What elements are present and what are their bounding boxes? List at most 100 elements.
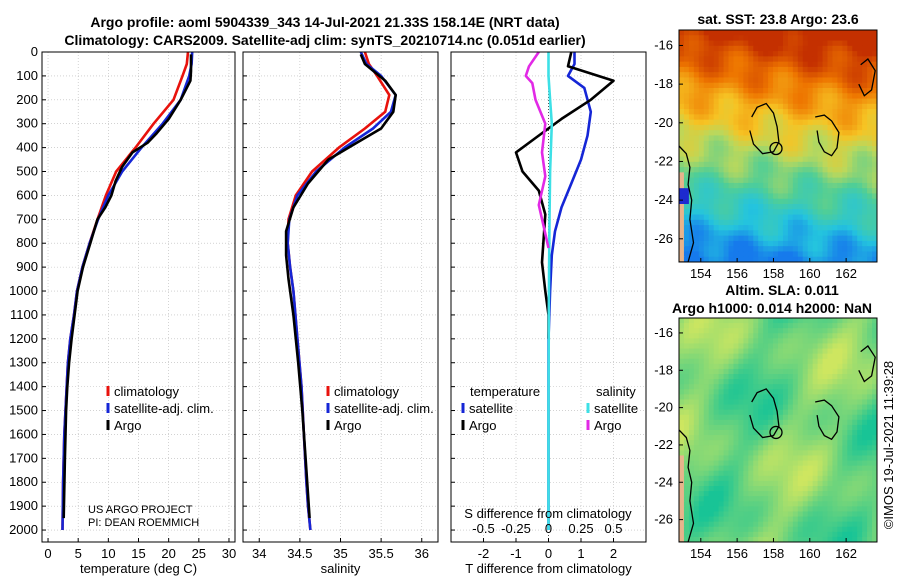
sst-map-cell: [683, 35, 690, 42]
sla-map-cell: [842, 419, 848, 426]
sst-map-cell: [733, 161, 739, 168]
sst-map-cell: [872, 193, 877, 200]
sla-map-cell: [797, 531, 804, 538]
sst-map-cell: [827, 161, 834, 168]
sst-map-cell: [708, 235, 715, 242]
sst-map-cell: [758, 151, 764, 158]
sla-map-cell: [857, 470, 863, 477]
sla-map-cell: [857, 475, 863, 482]
diff-top-tick-label: -0.25: [501, 521, 531, 536]
sst-map-cell: [713, 135, 720, 142]
sla-map-cell: [708, 333, 715, 339]
sla-map-cell: [847, 460, 853, 467]
sst-map-cell: [787, 124, 794, 131]
sst-map-cell: [748, 151, 754, 158]
sla-map-cell: [872, 435, 877, 441]
sla-map-cell: [743, 414, 749, 421]
difference-xlabel: T difference from climatology: [465, 561, 632, 576]
sst-map-cell: [713, 188, 720, 195]
sst-map-cell: [802, 182, 809, 189]
sst-map-cell: [778, 219, 784, 226]
sla-map-cell: [688, 455, 695, 462]
sla-map-cell: [723, 323, 730, 329]
sst-map-cell: [753, 156, 759, 163]
sla-map-cell: [812, 343, 819, 350]
sla-map-cell: [782, 450, 789, 457]
sst-map-cell: [708, 198, 715, 205]
sst-map-cell: [872, 225, 877, 231]
sla-map-cell: [679, 526, 685, 533]
sst-map-cell: [723, 109, 730, 115]
sst-map-cell: [852, 72, 858, 79]
sst-map-cell: [768, 204, 774, 210]
sst-map-cell: [773, 240, 779, 247]
sst-map-cell: [758, 109, 764, 115]
sla-map-cell: [867, 531, 873, 538]
sst-map-cell: [807, 256, 814, 262]
sla-map-cells: [679, 318, 877, 542]
sla-map-cell: [847, 450, 853, 457]
sla-map-cell: [822, 440, 829, 446]
sla-map-cell: [862, 526, 868, 533]
sla-map-cell: [733, 491, 739, 497]
sst-map-cell: [708, 114, 715, 121]
sla-map-cell: [837, 323, 843, 329]
sst-map-cell: [773, 93, 779, 100]
sla-map-cell: [778, 389, 784, 395]
sla-map-cell: [763, 394, 769, 401]
sla-map-cell: [763, 333, 769, 339]
sla-map-cell: [713, 414, 720, 421]
sla-map-cell: [748, 323, 754, 329]
sla-map-cell: [698, 419, 705, 426]
sla-map-title-line1: Altim. SLA: 0.011: [725, 282, 839, 298]
sla-map-cell: [852, 526, 858, 533]
sst-map-cell: [802, 240, 809, 247]
sla-map-cell: [827, 440, 834, 446]
sla-map-cell: [802, 379, 809, 385]
sst-map-cell: [827, 167, 834, 173]
sst-map-cell: [807, 225, 814, 231]
sla-map-cell: [842, 399, 848, 406]
sla-map-cell: [743, 343, 749, 350]
sla-map-cell: [753, 516, 759, 523]
sla-map-cell: [787, 338, 794, 345]
sst-map-cell: [748, 182, 754, 189]
sst-map-cell: [862, 256, 868, 262]
sla-map-cell: [797, 389, 804, 395]
sla-map-cell: [842, 374, 848, 380]
sst-map-cell: [748, 109, 754, 115]
sst-map-cell: [797, 56, 804, 63]
sla-map-cell: [713, 368, 720, 375]
salinity-xtick-label: 34.5: [287, 546, 312, 561]
sla-map-cell: [807, 480, 814, 487]
sla-map-cell: [708, 338, 715, 345]
sla-map-cell: [763, 521, 769, 528]
sla-map-cell: [758, 526, 764, 533]
sst-map-cell: [867, 61, 873, 68]
sst-map-cell: [698, 182, 705, 189]
sla-map-cell: [763, 343, 769, 350]
sst-map-cell: [832, 235, 838, 242]
sla-map-cell: [837, 526, 843, 533]
sst-map-cell: [688, 51, 695, 57]
sst-map-cell: [822, 177, 829, 184]
sla-map-cell: [787, 455, 794, 462]
sla-map-cell: [773, 409, 779, 416]
sla-map-cell: [837, 414, 843, 421]
sst-map-cell: [842, 172, 848, 179]
sla-map-cell: [723, 348, 730, 355]
sst-map-cell: [817, 66, 824, 73]
sst-map-cell: [817, 209, 824, 216]
sst-map-cell: [688, 214, 695, 221]
sla-map-cell: [797, 323, 804, 329]
sst-map-cell: [713, 177, 720, 184]
sla-map-cell: [703, 521, 710, 528]
sla-map-cell: [832, 368, 838, 375]
sst-map-cell: [733, 98, 739, 105]
sst-map-cell: [693, 51, 700, 57]
sst-map-cell: [787, 130, 794, 137]
sla-map-cell: [872, 409, 877, 416]
sla-map-cell: [768, 506, 774, 513]
sst-map-cell: [688, 151, 695, 158]
sst-map-cell: [723, 251, 730, 258]
